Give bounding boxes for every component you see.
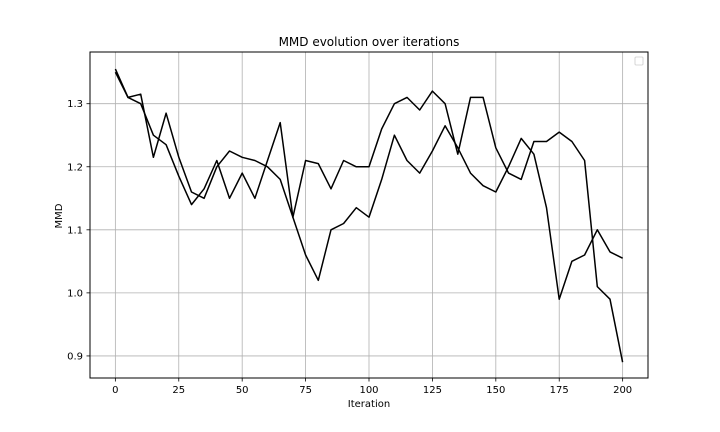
x-tick-label: 200 (613, 385, 632, 396)
y-tick-label: 1.2 (67, 162, 83, 173)
x-tick-label: 100 (359, 385, 378, 396)
x-axis-label: Iteration (348, 399, 390, 410)
x-tick-label: 25 (172, 385, 185, 396)
series-line-2 (114, 71, 624, 363)
x-tick-label: 150 (486, 385, 505, 396)
grid (90, 52, 648, 378)
y-tick-label: 1.1 (67, 225, 83, 236)
x-tick-label: 175 (550, 385, 569, 396)
chart-title: MMD evolution over iterations (279, 35, 460, 49)
y-tick-label: 1.0 (67, 288, 83, 299)
y-axis-label: MMD (54, 203, 65, 228)
y-axis-ticks: 0.9 1.0 1.1 1.2 1.3 (67, 99, 90, 362)
x-tick-label: 75 (299, 385, 312, 396)
y-tick-label: 0.9 (67, 351, 83, 362)
series-line-1 (114, 68, 623, 300)
x-axis-ticks: 0 25 50 75 100 125 150 175 200 (112, 378, 632, 396)
series-lines (114, 68, 624, 363)
x-tick-label: 125 (423, 385, 442, 396)
legend-box (634, 56, 644, 66)
y-tick-label: 1.3 (67, 99, 83, 110)
x-tick-label: 50 (236, 385, 249, 396)
x-tick-label: 0 (112, 385, 118, 396)
